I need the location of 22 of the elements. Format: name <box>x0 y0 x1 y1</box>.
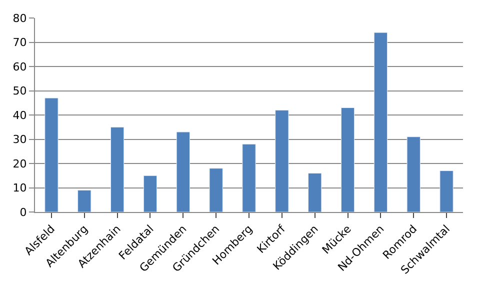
bar <box>110 126 124 212</box>
y-tick-label: 80 <box>12 12 27 25</box>
y-tick-label: 30 <box>12 133 27 146</box>
bar <box>78 190 92 212</box>
y-tick-label: 60 <box>12 60 27 74</box>
bar <box>275 110 289 212</box>
bar <box>340 107 355 212</box>
bar <box>143 175 158 212</box>
bar <box>406 136 420 212</box>
bar <box>209 168 223 212</box>
y-tick-label: 0 <box>20 206 27 219</box>
bar <box>44 98 58 212</box>
bar <box>176 132 190 212</box>
y-tick-label: 40 <box>12 108 27 122</box>
y-tick-label: 10 <box>12 182 27 195</box>
bar <box>440 170 454 212</box>
y-tick-label: 20 <box>12 157 27 170</box>
bar <box>242 144 256 212</box>
bar <box>374 32 388 212</box>
y-tick-label: 50 <box>12 84 27 98</box>
bar <box>308 172 322 212</box>
y-tick-label: 70 <box>12 36 27 50</box>
